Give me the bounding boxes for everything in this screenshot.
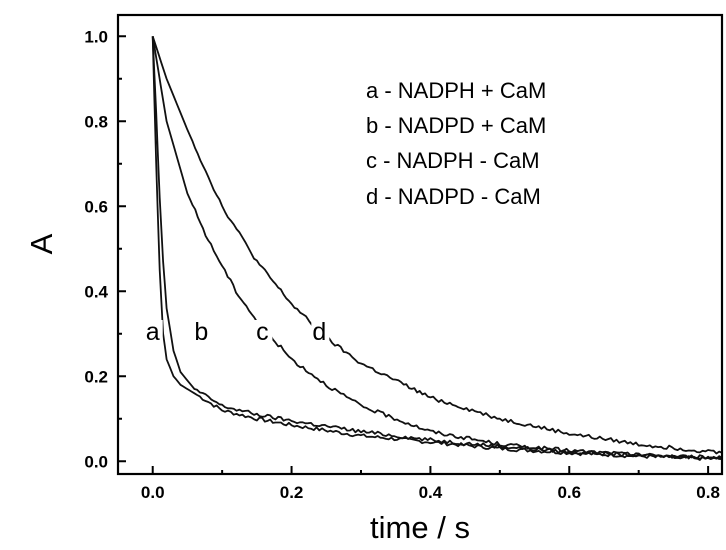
series-lines: [151, 36, 723, 461]
legend-entry-b: b - NADPD + CaM: [366, 113, 546, 138]
curve-label-backdrop: [254, 320, 273, 344]
legend-entry-d: d - NADPD - CaM: [366, 184, 541, 209]
plot-frame: [116, 13, 724, 476]
curve-labels: a b c d: [144, 318, 330, 346]
tick-labels: 0.0 0.2 0.4 0.6 0.8 0.0 0.2 0.4 0.6 0.8 1.0: [84, 27, 720, 502]
curve-label-d: d: [312, 318, 326, 346]
y-tick-label: 0.2: [84, 367, 108, 386]
x-tick-label: 0.0: [141, 483, 165, 502]
x-axis-label: time / s: [370, 510, 470, 545]
series-line-a: [151, 36, 723, 461]
curve-label-a: a: [146, 318, 160, 346]
legend-entry-a: a - NADPH + CaM: [366, 78, 546, 103]
y-tick-label: 1.0: [84, 27, 108, 46]
curve-label-backdrop: [193, 320, 212, 344]
x-tick-label: 0.6: [557, 483, 581, 502]
x-tick-label: 0.2: [280, 483, 304, 502]
y-tick-label: 0.0: [84, 452, 108, 471]
series-line-b: [151, 36, 723, 460]
y-tick-label: 0.6: [84, 197, 108, 216]
curve-label-c: c: [256, 318, 269, 346]
y-tick-label: 0.4: [84, 282, 108, 301]
series-line-d: [151, 36, 723, 455]
legend-entry-c: c - NADPH - CaM: [366, 148, 540, 173]
legend: a - NADPH + CaM b - NADPD + CaM c - NADP…: [366, 78, 546, 209]
curve-label-backdrop: [144, 320, 163, 344]
x-tick-label: 0.4: [419, 483, 443, 502]
x-tick-label: 0.8: [696, 483, 720, 502]
y-axis-label: A: [24, 233, 59, 254]
series-line-c: [151, 36, 723, 460]
y-tick-label: 0.8: [84, 112, 108, 131]
curve-label-b: b: [194, 318, 208, 346]
curve-label-backdrop: [311, 320, 330, 344]
